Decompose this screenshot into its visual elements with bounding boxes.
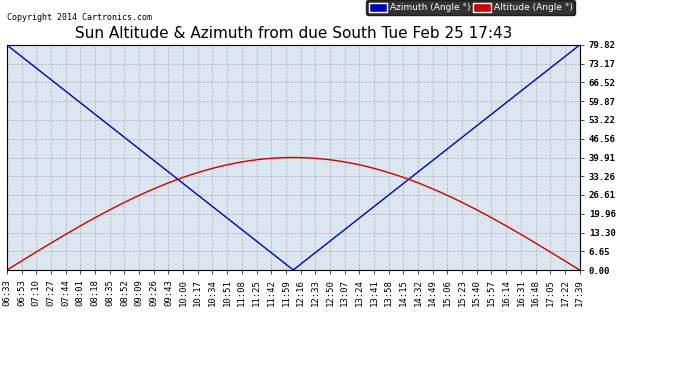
Legend: Azimuth (Angle °), Altitude (Angle °): Azimuth (Angle °), Altitude (Angle °) xyxy=(366,0,575,15)
Text: Copyright 2014 Cartronics.com: Copyright 2014 Cartronics.com xyxy=(7,13,152,22)
Title: Sun Altitude & Azimuth from due South Tue Feb 25 17:43: Sun Altitude & Azimuth from due South Tu… xyxy=(75,26,512,41)
